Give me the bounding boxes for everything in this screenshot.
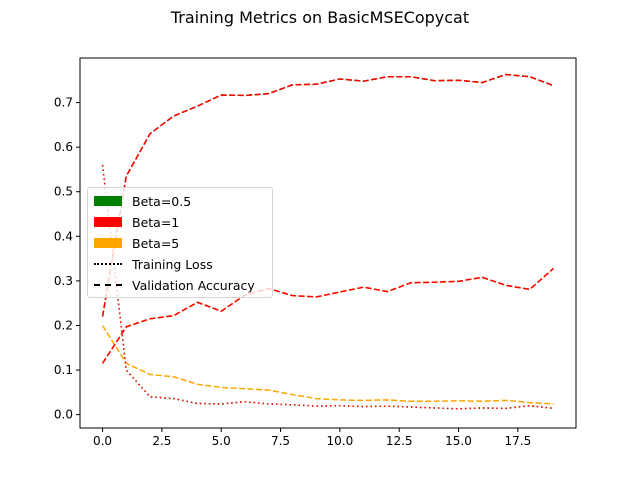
y-tick-label: 0.3 [54,274,73,288]
x-tick-label: 5.0 [212,434,231,448]
x-tick-label: 0.0 [93,434,112,448]
legend-label: Validation Accuracy [132,277,255,293]
x-tick-label: 10.0 [327,434,354,448]
legend-label: Beta=1 [132,214,180,230]
legend-label: Training Loss [132,256,213,272]
x-tick-label: 2.5 [152,434,171,448]
series-line-beta-1-training-loss [101,164,554,410]
x-tick-label: 12.5 [386,434,413,448]
legend-item-training-loss: Training Loss [94,254,213,274]
legend-dotted-line [94,263,122,265]
y-tick-label: 0.6 [54,140,73,154]
series-line-beta-5-training-loss [101,325,554,405]
y-tick-label: 0.7 [54,96,73,110]
y-tick-label: 0.1 [54,363,73,377]
legend-swatch-orange [94,238,122,248]
legend-item-beta-1: Beta=1 [94,212,179,232]
legend: Beta=0.5 Beta=1 Beta=5 Training Loss Val… [87,187,273,298]
legend-item-beta-5: Beta=5 [94,233,179,253]
series-line-beta-1-validation-accuracy [101,73,554,317]
x-tick-label: 17.5 [504,434,531,448]
y-tick-label: 0.2 [54,318,73,332]
legend-swatch-red [94,217,122,227]
legend-dashed-line [94,284,122,286]
plot-frame [79,57,577,429]
legend-item-beta-0-5: Beta=0.5 [94,191,191,211]
series-line-beta-1-validation-accuracy-upper- [101,267,554,364]
legend-swatch-green [94,196,122,206]
x-tick-label: 7.5 [271,434,290,448]
y-tick-label: 0.5 [54,185,73,199]
legend-item-validation-accuracy: Validation Accuracy [94,275,255,295]
legend-label: Beta=0.5 [132,193,192,209]
chart-title: Training Metrics on BasicMSECopycat [170,8,470,27]
x-tick-label: 15.0 [445,434,472,448]
y-tick-label: 0.0 [54,408,73,422]
legend-label: Beta=5 [132,235,180,251]
y-tick-label: 0.4 [54,229,73,243]
